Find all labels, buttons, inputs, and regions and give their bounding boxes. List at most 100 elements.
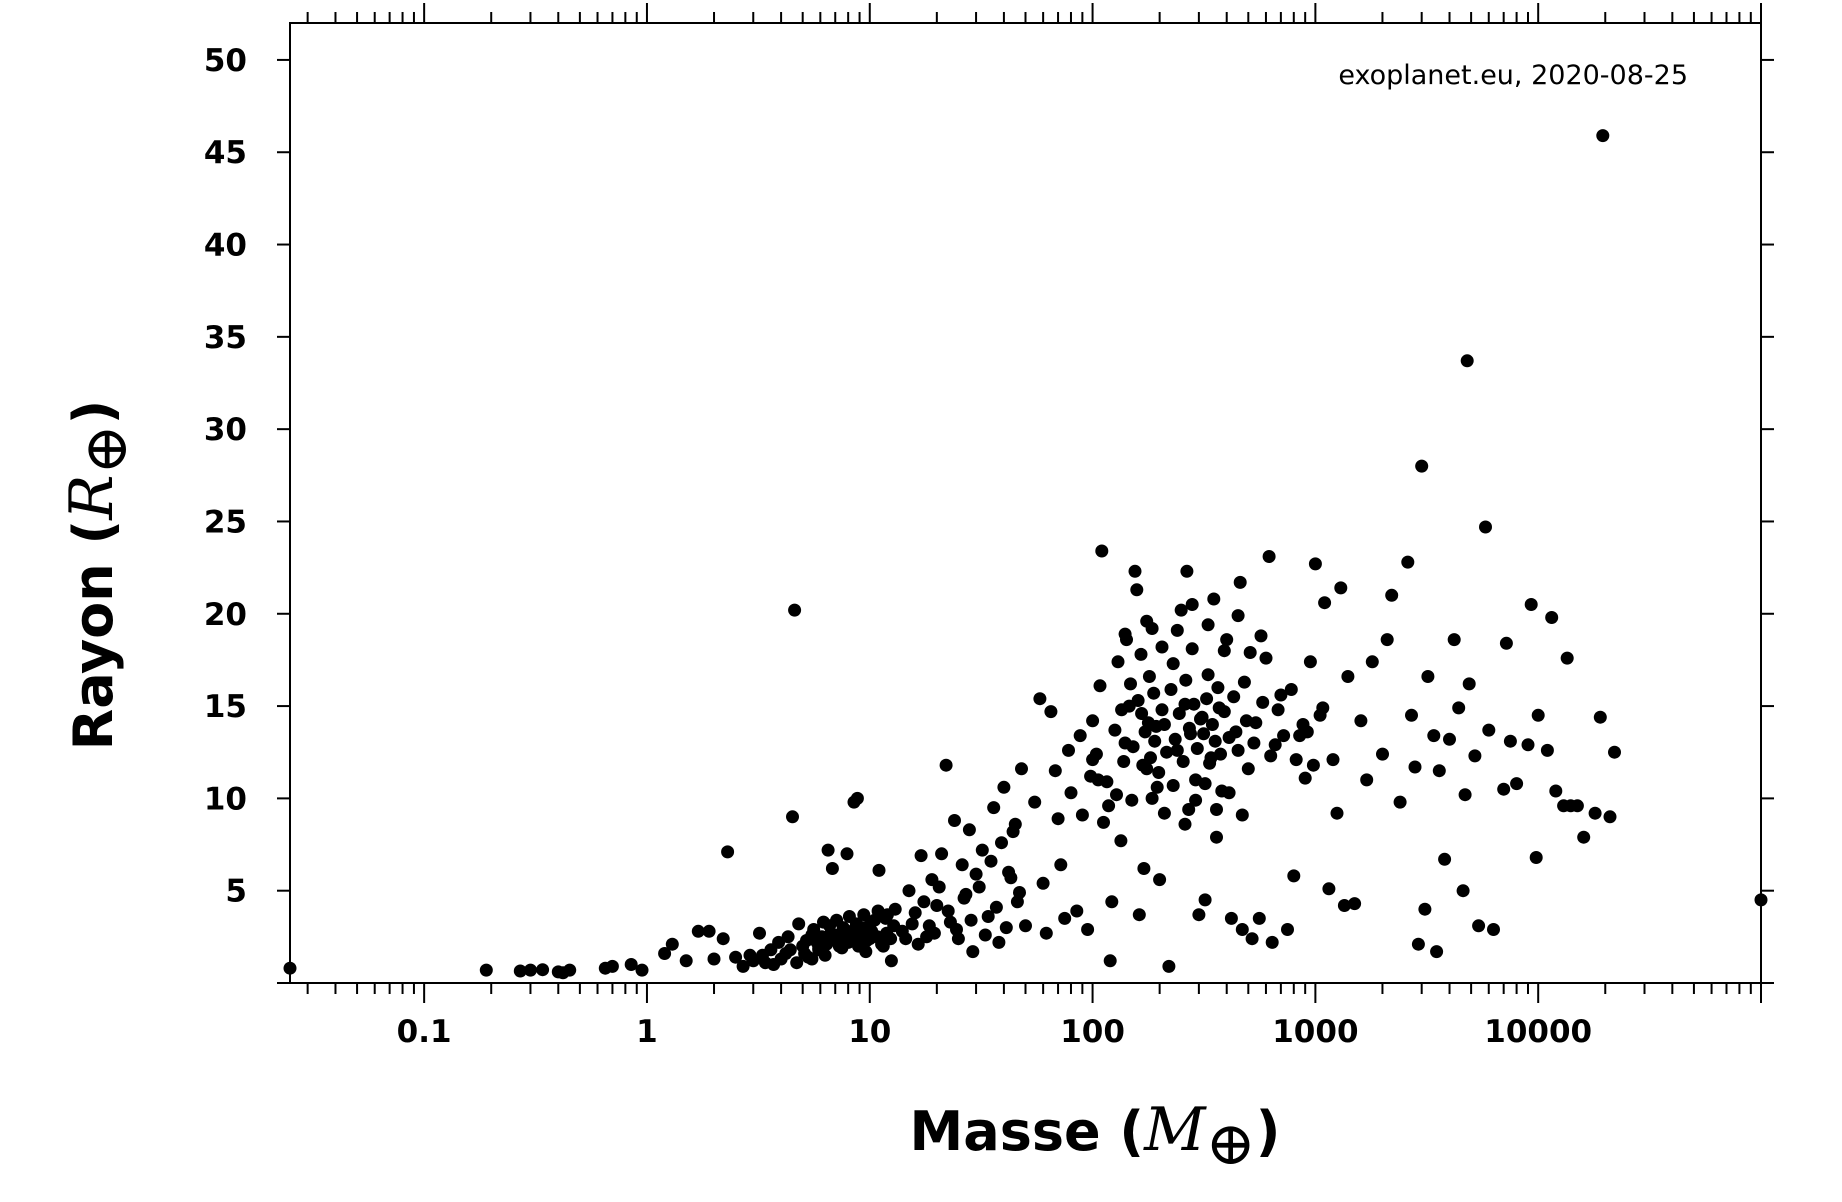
data-point (1140, 614, 1154, 628)
data-point (1157, 806, 1171, 820)
data-point (969, 867, 983, 881)
data-point (1348, 897, 1362, 911)
data-point (1231, 743, 1245, 757)
data-point (1306, 758, 1320, 772)
data-point (1298, 771, 1312, 785)
x-axis-title-subscript: ⊕ (1206, 1109, 1256, 1179)
data-point (1284, 683, 1298, 696)
data-point (995, 836, 1008, 850)
data-point (1268, 738, 1282, 752)
data-point (1190, 742, 1204, 755)
data-point (721, 845, 735, 859)
data-point (1148, 734, 1162, 748)
data-point (1360, 773, 1374, 787)
data-point (992, 935, 1006, 949)
data-point (966, 945, 980, 959)
data-point (864, 915, 878, 929)
data-point (1170, 623, 1184, 637)
data-point (1155, 640, 1169, 654)
data-point (1281, 923, 1294, 936)
data-point (1134, 647, 1148, 661)
data-point (1262, 550, 1276, 563)
data-point (1144, 751, 1157, 765)
data-point (1220, 633, 1234, 647)
data-point (902, 884, 916, 898)
data-point (911, 937, 925, 951)
data-point (964, 913, 978, 927)
data-point (1207, 592, 1221, 606)
data-point (1482, 723, 1496, 737)
data-point (1479, 520, 1492, 534)
y-tick-label: 50 (204, 43, 247, 79)
data-point (790, 956, 804, 970)
data-point (1460, 354, 1474, 368)
axis-ticks: 0.1 1 10 100 1000 10000 5 10 15 20 25 30 35 40 45 50 (204, 3, 1774, 1050)
data-point (1164, 683, 1178, 696)
data-point (1588, 806, 1602, 820)
data-point (849, 917, 863, 931)
data-point (1132, 908, 1146, 922)
data-point (1452, 701, 1466, 715)
data-point (1316, 701, 1330, 715)
data-point (479, 963, 493, 977)
data-point (707, 952, 721, 966)
data-point (1376, 747, 1389, 761)
data-point (1093, 679, 1107, 693)
data-point (1217, 705, 1231, 719)
data-point (1135, 707, 1149, 720)
data-point (1153, 873, 1167, 887)
data-point (1341, 670, 1355, 683)
data-point (1152, 766, 1166, 779)
data-point (1192, 908, 1206, 922)
data-point (825, 862, 839, 875)
data-point (1189, 793, 1203, 807)
data-point (1166, 779, 1180, 792)
data-point (1214, 747, 1227, 761)
data-point (948, 814, 961, 827)
data-point (987, 801, 1001, 815)
data-point (1354, 714, 1368, 728)
data-points (283, 129, 1768, 980)
data-point (1596, 129, 1610, 143)
data-point (1182, 803, 1196, 816)
data-point (1015, 762, 1028, 776)
data-point (781, 930, 795, 944)
data-point (884, 954, 898, 968)
y-axis-title-close: ) (62, 400, 125, 425)
y-tick-label: 5 (225, 874, 247, 910)
data-point (1048, 764, 1062, 778)
y-tick-label: 40 (204, 228, 247, 264)
data-point (1264, 749, 1278, 763)
data-point (702, 924, 716, 938)
data-point (1510, 777, 1524, 791)
data-point (1224, 911, 1238, 925)
data-point (1185, 642, 1199, 656)
data-point (1166, 657, 1180, 671)
data-point (1095, 544, 1109, 558)
data-point (1131, 694, 1145, 707)
data-point (736, 959, 750, 973)
data-point (691, 924, 705, 938)
data-point (1137, 862, 1151, 875)
data-point (1008, 817, 1022, 831)
data-point (283, 961, 297, 975)
data-point (1187, 697, 1201, 711)
y-tick-label: 10 (204, 781, 247, 817)
data-point (1150, 780, 1164, 794)
data-point (1318, 596, 1332, 610)
data-point (1247, 736, 1261, 750)
data-point (981, 910, 995, 923)
data-point (1231, 609, 1245, 623)
data-point (1162, 959, 1176, 973)
data-point (935, 847, 949, 861)
data-point (1058, 911, 1072, 925)
data-point (1754, 893, 1768, 907)
data-point (1039, 926, 1053, 940)
data-point (1194, 712, 1207, 726)
data-point (1233, 575, 1247, 589)
data-point (563, 963, 577, 977)
data-point (1418, 902, 1432, 916)
data-point (1487, 923, 1500, 936)
data-point (1182, 721, 1196, 735)
